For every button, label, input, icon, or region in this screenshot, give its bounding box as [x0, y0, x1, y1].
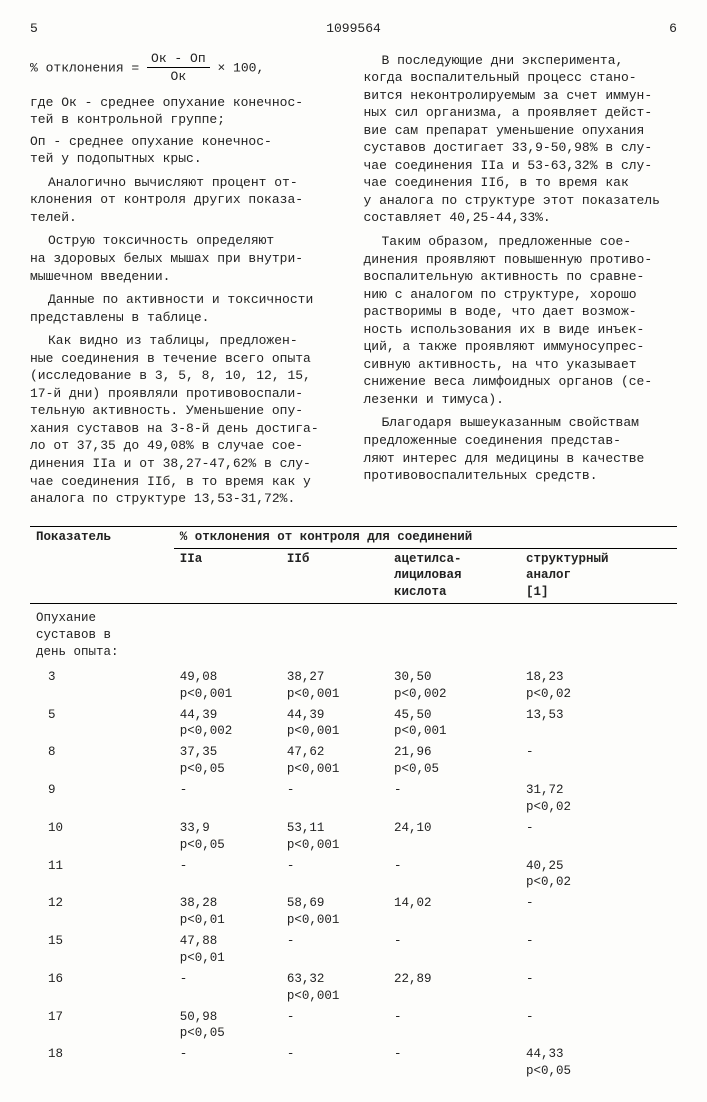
cell-value: 18,23 p<0,02	[520, 667, 677, 705]
cell-value: 49,08 p<0,001	[174, 667, 281, 705]
th-aspirin: ацетилса- лициловая кислота	[388, 548, 520, 604]
page-col-right: 6	[669, 20, 677, 38]
cell-value: 58,69 p<0,001	[281, 893, 388, 931]
para-conclusion: Благодаря вышеуказанным свойствам предло…	[364, 414, 678, 484]
para-later-days: В последующие дни эксперимента, когда во…	[364, 52, 678, 227]
cell-value: -	[281, 931, 388, 969]
table-row: 349,08 p<0,00138,27 p<0,00130,50 p<0,002…	[30, 667, 677, 705]
cell-value: -	[520, 893, 677, 931]
cell-value: -	[281, 780, 388, 818]
cell-value: -	[388, 856, 520, 894]
cell-day: 8	[30, 742, 174, 780]
table-row: 544,39 p<0,00244,39 p<0,00145,50 p<0,001…	[30, 705, 677, 743]
cell-value: -	[520, 742, 677, 780]
th-deviation: % отклонения от контроля для соединений	[174, 526, 677, 548]
patent-number: 1099564	[326, 20, 381, 38]
table-row: 837,35 p<0,0547,62 p<0,00121,96 p<0,05-	[30, 742, 677, 780]
cell-value: 44,39 p<0,002	[174, 705, 281, 743]
cell-value: -	[520, 969, 677, 1007]
formula-label: % отклонения =	[30, 60, 139, 75]
cell-value: -	[174, 856, 281, 894]
left-column: % отклонения = Oк - Oп Oк × 100, где Oк …	[30, 46, 344, 514]
right-column: В последующие дни эксперимента, когда во…	[364, 46, 678, 514]
cell-value: -	[388, 780, 520, 818]
table-row: 9---31,72 p<0,02	[30, 780, 677, 818]
formula-denominator: Oк	[147, 68, 210, 86]
para-data-table: Данные по активности и токсичности предс…	[30, 291, 344, 326]
para-summary: Таким образом, предложенные сое- динения…	[364, 233, 678, 408]
table-row: 18---44,33 p<0,05	[30, 1044, 677, 1082]
cell-value: -	[388, 931, 520, 969]
para-analog: Аналогично вычисляют процент от- клонени…	[30, 174, 344, 227]
formula-tail: × 100,	[217, 60, 264, 75]
cell-day: 15	[30, 931, 174, 969]
cell-value: 31,72 p<0,02	[520, 780, 677, 818]
cell-value: 13,53	[520, 705, 677, 743]
table-row: 16-63,32 p<0,00122,89-	[30, 969, 677, 1007]
th-iia: IIа	[174, 548, 281, 604]
th-iib: IIб	[281, 548, 388, 604]
cell-value: -	[388, 1044, 520, 1082]
para-toxicity: Острую токсичность определяют на здоровы…	[30, 232, 344, 285]
cell-day: 5	[30, 705, 174, 743]
cell-value: 37,35 p<0,05	[174, 742, 281, 780]
cell-value: 44,33 p<0,05	[520, 1044, 677, 1082]
cell-value: -	[520, 818, 677, 856]
cell-value: -	[520, 1007, 677, 1045]
cell-value: 40,25 p<0,02	[520, 856, 677, 894]
table-row: 1238,28 p<0,0158,69 p<0,00114,02-	[30, 893, 677, 931]
cell-day: 16	[30, 969, 174, 1007]
th-analog: структурный аналог [1]	[520, 548, 677, 604]
cell-value: 47,88 p<0,01	[174, 931, 281, 969]
cell-value: 63,32 p<0,001	[281, 969, 388, 1007]
results-table: Показатель % отклонения от контроля для …	[30, 526, 677, 1082]
cell-value: 14,02	[388, 893, 520, 931]
cell-day: 11	[30, 856, 174, 894]
th-indicator: Показатель	[30, 526, 174, 604]
cell-value: -	[174, 1044, 281, 1082]
cell-value: 38,28 p<0,01	[174, 893, 281, 931]
table-row: 1033,9 p<0,0553,11 p<0,00124,10-	[30, 818, 677, 856]
cell-value: 45,50 p<0,001	[388, 705, 520, 743]
table-row: 1547,88 p<0,01---	[30, 931, 677, 969]
cell-day: 9	[30, 780, 174, 818]
table-row: 1750,98 p<0,05---	[30, 1007, 677, 1045]
cell-value: 21,96 p<0,05	[388, 742, 520, 780]
para-results: Как видно из таблицы, предложен- ные сое…	[30, 332, 344, 507]
cell-value: 53,11 p<0,001	[281, 818, 388, 856]
cell-value: -	[520, 931, 677, 969]
cell-day: 12	[30, 893, 174, 931]
cell-day: 17	[30, 1007, 174, 1045]
cell-value: 24,10	[388, 818, 520, 856]
where-ok: где Oк - среднее опухание конечнос- тей …	[30, 94, 344, 129]
formula-numerator: Oк - Oп	[147, 50, 210, 69]
deviation-formula: % отклонения = Oк - Oп Oк × 100,	[30, 50, 344, 86]
table-row: 11---40,25 p<0,02	[30, 856, 677, 894]
cell-value: 50,98 p<0,05	[174, 1007, 281, 1045]
where-op: Oп - среднее опухание конечнос- тей у по…	[30, 133, 344, 168]
cell-value: -	[174, 780, 281, 818]
cell-value: 30,50 p<0,002	[388, 667, 520, 705]
cell-value: -	[281, 1044, 388, 1082]
cell-value: -	[281, 1007, 388, 1045]
cell-value: -	[281, 856, 388, 894]
cell-day: 18	[30, 1044, 174, 1082]
cell-value: 44,39 p<0,001	[281, 705, 388, 743]
cell-value: 38,27 p<0,001	[281, 667, 388, 705]
cell-value: 47,62 p<0,001	[281, 742, 388, 780]
cell-day: 3	[30, 667, 174, 705]
cell-value: -	[174, 969, 281, 1007]
row-group-label: Опухание суставов в день опыта:	[30, 604, 677, 667]
cell-value: 22,89	[388, 969, 520, 1007]
cell-day: 10	[30, 818, 174, 856]
cell-value: 33,9 p<0,05	[174, 818, 281, 856]
page-col-left: 5	[30, 20, 38, 38]
cell-value: -	[388, 1007, 520, 1045]
